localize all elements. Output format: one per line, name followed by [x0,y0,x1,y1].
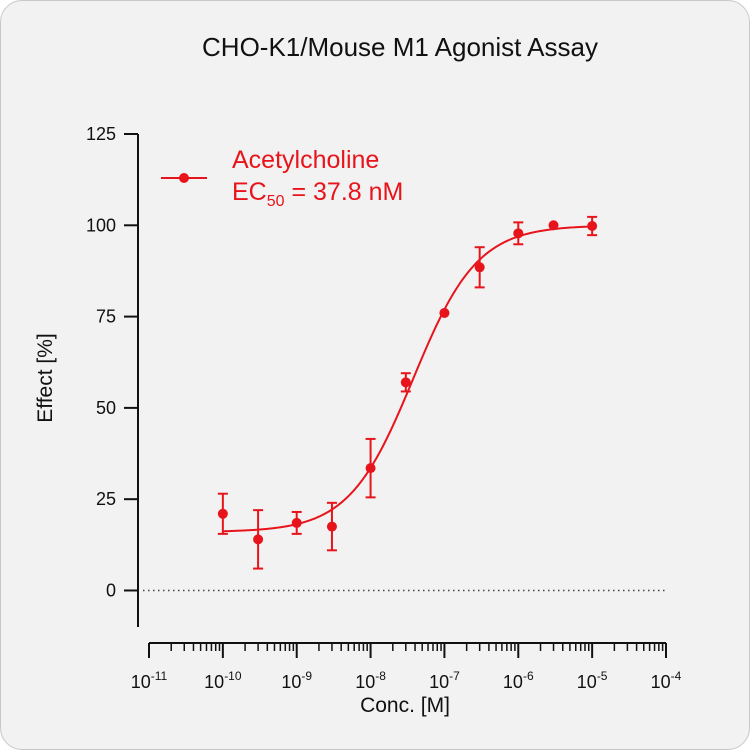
x-tick-label: 10-8 [355,669,386,692]
y-tick-label: 125 [86,124,116,144]
data-point [291,510,302,535]
legend-ec50: EC50 = 37.8 nM [232,178,403,210]
point-marker [587,221,598,232]
point-marker [474,262,485,273]
point-marker [291,517,302,528]
ec50-value: = 37.8 nM [285,178,404,206]
data-points [217,215,598,570]
data-point [400,372,411,393]
point-marker [365,463,376,474]
point-marker [326,521,337,532]
point-marker [400,377,411,388]
data-point [326,501,337,552]
legend: Acetylcholine EC50 = 37.8 nM [161,146,403,210]
legend-series-name: Acetylcholine [232,146,379,174]
point-marker [513,228,524,239]
x-tick-label: 10-10 [204,669,242,692]
ec50-prefix: EC [232,178,267,206]
x-tick-label: 10-11 [131,669,168,692]
point-marker [217,508,228,519]
data-point [548,220,559,231]
point-marker [548,220,559,231]
y-tick-label: 50 [96,398,116,418]
x-tick-label: 10-4 [651,669,682,692]
chart-title: CHO-K1/Mouse M1 Agonist Assay [202,32,598,62]
data-point [587,215,598,237]
ec50-subscript: 50 [267,193,285,210]
y-axis-label: Effect [%] [34,333,57,423]
point-marker [253,534,264,545]
y-tick-label: 0 [106,580,116,600]
data-point [513,221,524,246]
x-tick-label: 10-7 [429,669,460,692]
x-axis: 10-11 10-10 10-9 10-8 10-7 10-6 10-5 10-4 [131,642,682,692]
data-point [365,437,376,499]
data-point [474,246,485,289]
data-point [217,492,228,535]
y-tick-label: 25 [96,489,116,509]
y-axis: 0 25 50 75 100 125 [86,124,139,627]
data-point [439,307,450,318]
x-axis-label: Conc. [M] [360,694,450,717]
x-tick-label: 10-6 [503,669,534,692]
y-tick-label: 100 [86,215,116,235]
data-point [253,509,264,570]
x-tick-label: 10-9 [281,669,312,692]
point-marker [439,307,450,318]
x-tick-label: 10-5 [577,669,608,692]
y-tick-label: 75 [96,307,116,327]
legend-marker [179,173,189,183]
